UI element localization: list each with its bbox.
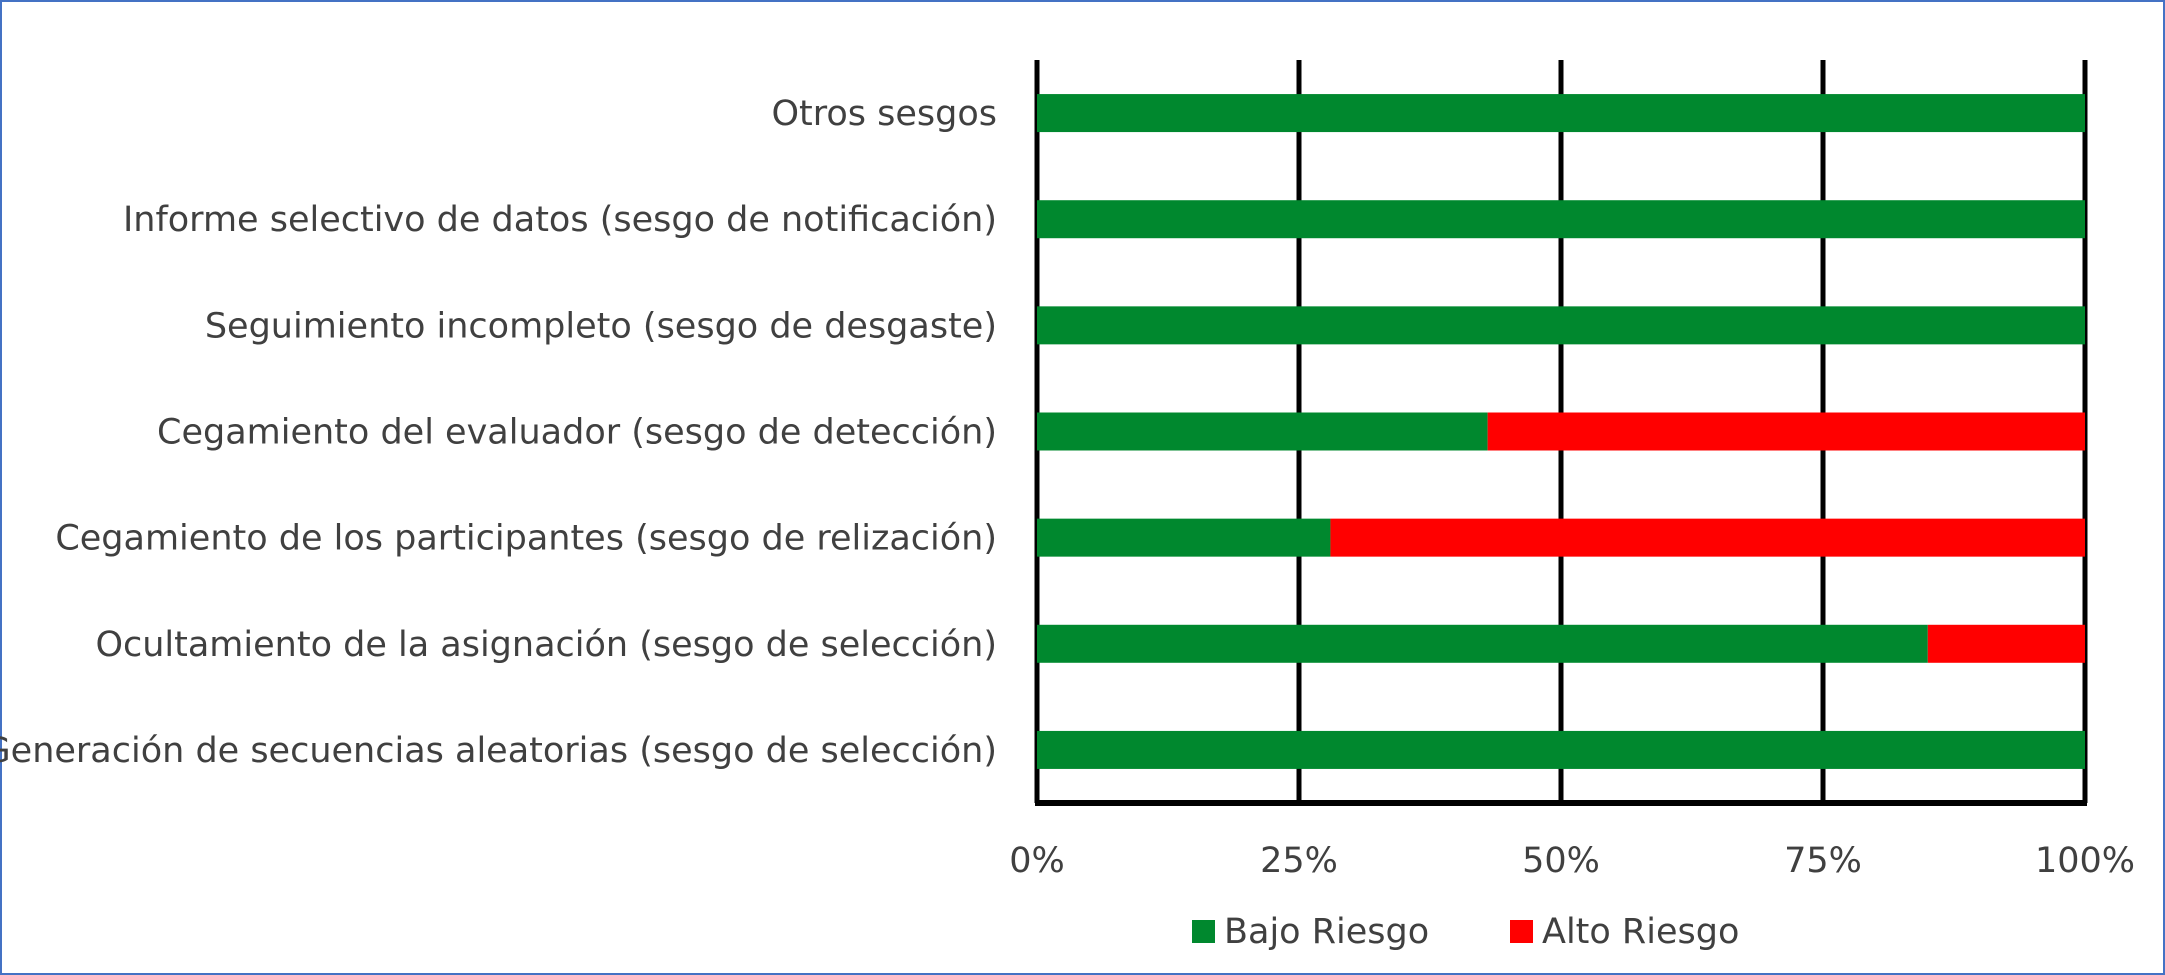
- bar-segment: [1487, 412, 2085, 451]
- category-label: Cegamiento de los participantes (sesgo d…: [55, 519, 997, 559]
- legend: Bajo Riesgo Alto Riesgo: [1192, 912, 1739, 952]
- category-label: Otros sesgos: [771, 94, 997, 134]
- bar-segment: [1037, 518, 1331, 557]
- bars: [1037, 94, 2085, 769]
- category-label: Informe selectivo de datos (sesgo de not…: [123, 200, 997, 240]
- bar-segment: [1037, 624, 1928, 663]
- x-tick-label: 25%: [1260, 841, 1338, 881]
- bar-segment: [1037, 200, 2085, 239]
- category-label: Seguimiento incompleto (sesgo de desgast…: [205, 306, 997, 346]
- x-tick-label: 75%: [1784, 841, 1862, 881]
- legend-swatch: [1192, 920, 1215, 943]
- bar-segment: [1330, 518, 2085, 557]
- legend-label: Alto Riesgo: [1542, 912, 1739, 952]
- legend-label: Bajo Riesgo: [1224, 912, 1429, 952]
- category-label: Cegamiento del evaluador (sesgo de detec…: [157, 413, 997, 453]
- x-tick-label: 50%: [1522, 841, 1600, 881]
- legend-swatch: [1510, 920, 1533, 943]
- x-tick-label: 100%: [2035, 841, 2135, 881]
- category-labels: Otros sesgos Informe selectivo de datos (…: [0, 94, 997, 771]
- bar-segment: [1927, 624, 2085, 663]
- bar-segment: [1037, 730, 2085, 769]
- category-label: Generación de secuencias aleatorias (ses…: [0, 731, 997, 771]
- bar-segment: [1037, 306, 2085, 345]
- category-label: Ocultamiento de la asignación (sesgo de …: [95, 625, 997, 665]
- bar-segment: [1037, 412, 1488, 451]
- x-tick-labels: 0% 25% 50% 75% 100%: [1009, 841, 2135, 881]
- bar-segment: [1037, 94, 2085, 133]
- x-tick-label: 0%: [1009, 841, 1065, 881]
